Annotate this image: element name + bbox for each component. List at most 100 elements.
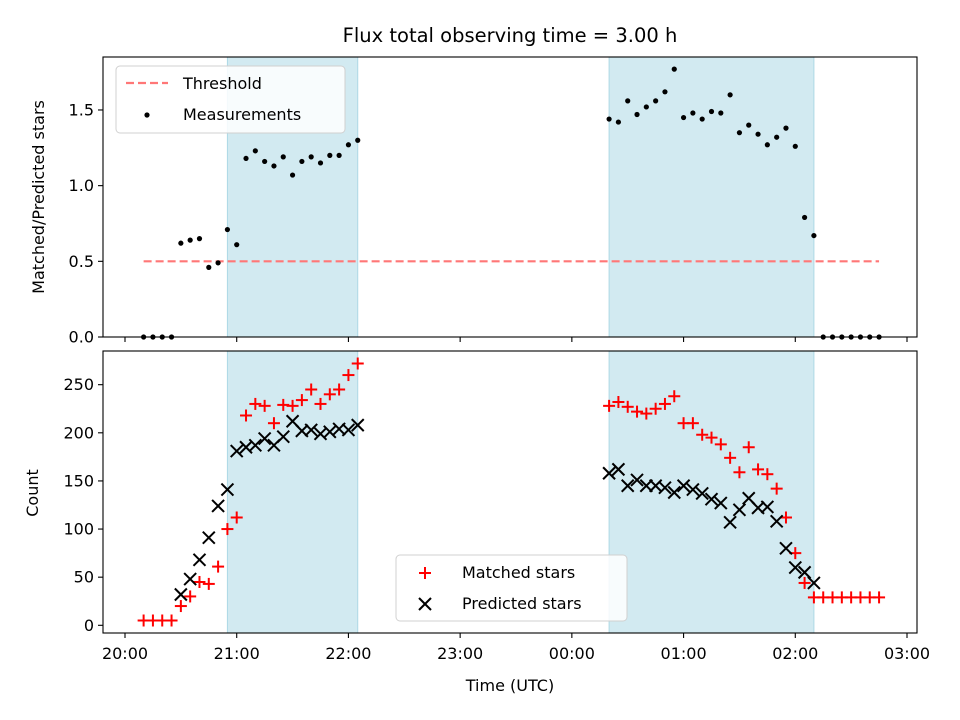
matched-star-point	[621, 400, 634, 413]
y-tick-label: 1.0	[69, 176, 94, 195]
predicted-star-point	[714, 496, 728, 510]
matched-star-point	[323, 388, 336, 401]
matched-star-point	[603, 399, 616, 412]
predicted-x-b	[788, 560, 802, 575]
predicted-star-point	[611, 462, 626, 477]
legend-matched-label: Matched stars	[462, 563, 575, 582]
matched-star-point	[668, 390, 681, 403]
predicted-x-b	[220, 482, 235, 497]
predicted-x-b	[174, 587, 188, 602]
shaded-region-2	[608, 350, 815, 634]
legend-matched-swatch	[419, 567, 431, 579]
measurement-point	[736, 130, 743, 136]
matched-star-point	[631, 405, 644, 418]
matched-star-point	[752, 463, 765, 476]
matched-star-point	[873, 591, 886, 604]
predicted-x-b	[351, 418, 365, 432]
predicted-x-b	[630, 473, 644, 487]
predicted-x-b	[304, 423, 318, 437]
x-tick-label: 23:00	[437, 644, 483, 663]
bottom-legend: Matched stars Predicted stars	[395, 554, 628, 622]
shaded-region-2	[608, 56, 815, 338]
measurement-point	[345, 142, 352, 148]
matched-star-point	[314, 397, 327, 410]
bottom-plot-frame	[102, 350, 918, 634]
predicted-x-b	[779, 541, 793, 556]
measurement-point	[699, 116, 705, 122]
matched-star-point	[770, 482, 783, 495]
predicted-star-point	[323, 425, 337, 439]
matched-star-point	[202, 577, 215, 590]
measurement-point	[234, 242, 240, 248]
measurement-point	[317, 160, 324, 166]
matched-star-point	[351, 357, 364, 370]
measurement-point	[625, 98, 631, 104]
predicted-x-b	[704, 492, 719, 506]
predicted-star-point	[341, 423, 356, 437]
predicted-star-point	[248, 438, 263, 453]
predicted-x-b	[723, 515, 737, 530]
predicted-star-point	[686, 482, 700, 497]
y-tick-label: 150	[63, 471, 94, 490]
measurement-point	[708, 108, 715, 115]
matched-star-point	[798, 576, 811, 589]
predicted-star-point	[621, 479, 635, 493]
predicted-star-point	[723, 515, 737, 530]
measurement-point	[811, 232, 817, 239]
measurement-point	[280, 154, 286, 160]
matched-star-point	[221, 523, 234, 536]
measurement-point	[755, 131, 761, 137]
bottom-legend-box	[395, 554, 628, 622]
y-tick-label: 0	[84, 616, 94, 635]
predicted-star-point	[676, 479, 691, 493]
x-tick-label: 20:00	[102, 644, 148, 663]
predicted-x-b	[323, 425, 337, 439]
predicted-star-point	[732, 503, 747, 517]
x-tick-label: 21:00	[214, 644, 260, 663]
predicted-x-b	[760, 500, 775, 514]
predicted-star-point	[760, 500, 775, 514]
predicted-star-point	[220, 482, 235, 497]
predicted-x-b	[797, 565, 812, 580]
top-panel: 0.0 0.5 1.0 1.5 Matched/Predicted stars Thr…	[29, 56, 918, 347]
measurement-point	[746, 122, 752, 128]
predicted-x-b	[807, 576, 821, 590]
predicted-star-point	[257, 431, 272, 446]
legend-threshold-label: Threshold	[182, 74, 262, 93]
predicted-star-point	[658, 480, 672, 495]
bottom-shaded-regions	[226, 350, 815, 634]
x-tick-label: 02:00	[772, 644, 818, 663]
predicted-star-point	[695, 486, 709, 501]
measurement-point	[178, 240, 184, 246]
matched-star-point	[649, 402, 662, 415]
matched-star-point	[267, 417, 280, 430]
predicted-x-b	[239, 440, 253, 454]
measurement-point	[187, 237, 193, 243]
top-legend-box	[115, 65, 346, 134]
predicted-star-point	[192, 553, 207, 567]
predicted-x-b	[667, 485, 681, 500]
measurement-point	[206, 264, 212, 270]
measurement-point	[764, 142, 770, 148]
predicted-star-point	[807, 576, 821, 590]
predicted-x-b	[202, 531, 216, 545]
measurement-point	[252, 148, 258, 154]
predicted-x-b	[230, 444, 244, 458]
predicted-x-b	[183, 572, 197, 586]
predicted-x-b	[602, 466, 616, 480]
predicted-star-point	[602, 466, 616, 480]
matched-star-point	[240, 409, 253, 422]
predicted-x-b	[611, 462, 626, 477]
predicted-star-point	[704, 492, 719, 506]
matched-star-point	[705, 431, 718, 444]
predicted-x-b	[769, 514, 784, 529]
y-tick-label: 0.5	[69, 252, 94, 271]
y-tick-label: 1.5	[69, 100, 94, 119]
measurement-point	[671, 66, 677, 72]
y-tick-label: 250	[63, 375, 94, 394]
measurement-point	[801, 214, 808, 221]
measurement-point	[355, 137, 361, 143]
measurement-point	[783, 125, 789, 131]
predicted-x-b	[658, 480, 672, 495]
matched-star-point	[184, 590, 197, 603]
